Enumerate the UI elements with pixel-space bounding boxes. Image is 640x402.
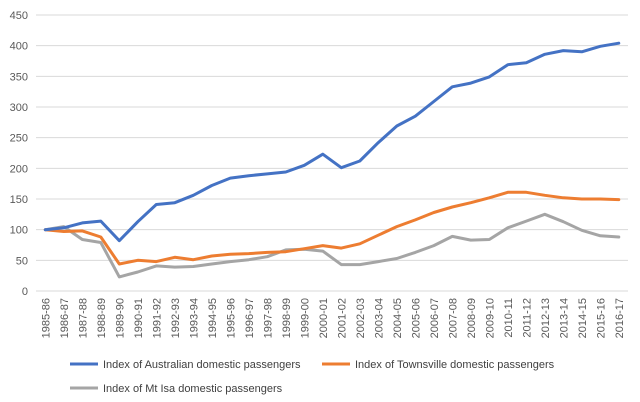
- y-tick-label: 350: [10, 71, 28, 83]
- y-tick-label: 450: [10, 10, 28, 22]
- x-tick-label: 2004-05: [392, 298, 404, 338]
- x-tick-label: 1989-90: [114, 298, 126, 338]
- x-tick-label: 1997-98: [262, 298, 274, 338]
- legend-label-australian: Index of Australian domestic passengers: [103, 359, 301, 371]
- x-tick-label: 2008-09: [466, 298, 478, 338]
- x-tick-label: 1992-93: [170, 298, 182, 338]
- legend-item-townsville: Index of Townsville domestic passengers: [322, 359, 555, 371]
- series-line-townsville: [43, 190, 621, 266]
- x-axis-tick-labels: 1985-86 1986-87 1987-88 1988-89 1989-90 1990-…: [40, 298, 626, 338]
- x-tick-label: 2016-17: [614, 298, 626, 338]
- y-axis-tick-labels: 0 50 100 150 200 250 300 350 400 450: [10, 10, 28, 298]
- legend-label-townsville: Index of Townsville domestic passengers: [355, 359, 555, 371]
- x-tick-label: 1999-00: [299, 298, 311, 338]
- x-tick-label: 2011-12: [521, 298, 533, 338]
- series-lines: [43, 41, 621, 279]
- x-tick-label: 1986-87: [59, 298, 71, 338]
- x-tick-label: 1998-99: [281, 298, 293, 338]
- x-tick-label: 2000-01: [318, 298, 330, 338]
- y-tick-label: 0: [22, 286, 28, 298]
- x-tick-label: 1991-92: [151, 298, 163, 338]
- x-tick-label: 2009-10: [484, 298, 496, 338]
- x-tick-label: 2007-08: [447, 298, 459, 338]
- series-line-australian: [43, 41, 621, 243]
- x-tick-label: 1994-95: [207, 298, 219, 338]
- series-line-mt-isa: [43, 212, 621, 279]
- legend-item-mt-isa: Index of Mt Isa domestic passengers: [70, 383, 283, 395]
- x-tick-label: 2001-02: [336, 298, 348, 338]
- x-tick-label: 1993-94: [188, 298, 200, 338]
- x-tick-label: 2012-13: [540, 298, 552, 338]
- y-tick-label: 150: [10, 194, 28, 206]
- y-tick-label: 250: [10, 133, 28, 145]
- y-tick-label: 50: [16, 255, 28, 267]
- x-tick-label: 1996-97: [244, 298, 256, 338]
- y-tick-label: 400: [10, 41, 28, 53]
- x-tick-label: 1995-96: [225, 298, 237, 338]
- x-tick-label: 2015-16: [595, 298, 607, 338]
- x-tick-label: 1990-91: [133, 298, 145, 338]
- x-tick-label: 2002-03: [355, 298, 367, 338]
- x-tick-label: 2010-11: [503, 298, 515, 338]
- legend: Index of Australian domestic passengers …: [70, 359, 555, 395]
- y-tick-label: 100: [10, 225, 28, 237]
- x-tick-label: 2006-07: [429, 298, 441, 338]
- x-tick-label: 1985-86: [40, 298, 52, 338]
- legend-label-mt-isa: Index of Mt Isa domestic passengers: [103, 383, 283, 395]
- x-tick-label: 2014-15: [577, 298, 589, 338]
- x-tick-label: 1988-89: [96, 298, 108, 338]
- x-tick-label: 2003-04: [373, 298, 385, 338]
- y-tick-label: 300: [10, 102, 28, 114]
- x-tick-label: 2005-06: [410, 298, 422, 338]
- legend-item-australian: Index of Australian domestic passengers: [70, 359, 301, 371]
- x-tick-label: 2013-14: [558, 298, 570, 338]
- y-tick-label: 200: [10, 163, 28, 175]
- x-tick-label: 1987-88: [77, 298, 89, 338]
